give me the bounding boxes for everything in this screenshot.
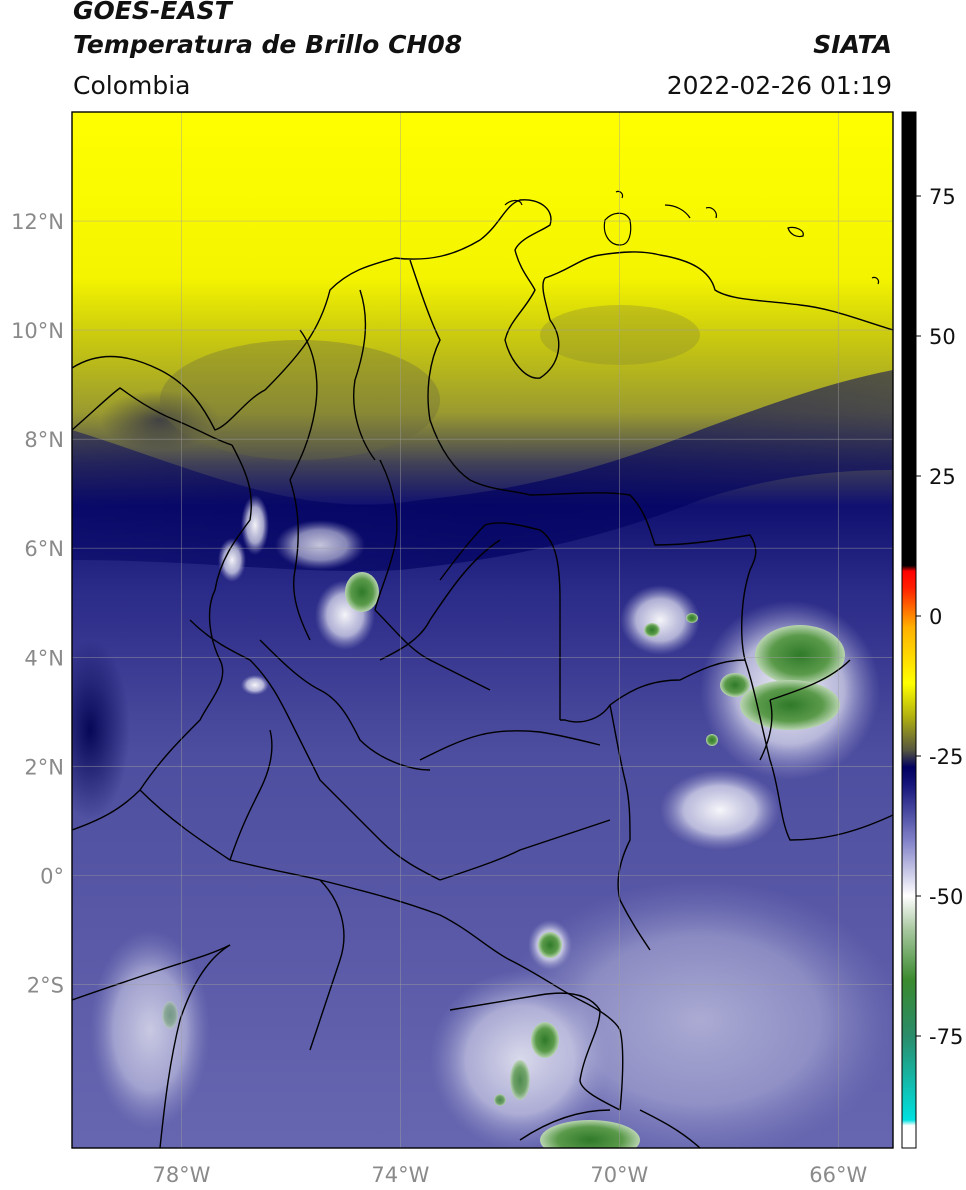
- satellite-title: GOES-EAST: [73, 0, 232, 25]
- timestamp-label: 2022-02-26 01:19: [666, 71, 892, 100]
- lat-tick-label: 6°N: [24, 537, 64, 561]
- map-frame: [71, 111, 894, 1149]
- map-graticule: [72, 112, 893, 1148]
- region-label: Colombia: [73, 71, 191, 100]
- lat-tick-label: 12°N: [11, 210, 64, 234]
- colorbar-tick-label: 50: [929, 325, 956, 349]
- lat-tick-label: 2°N: [24, 755, 64, 779]
- longitude-ticks: 78°W 74°W 70°W 66°W: [152, 1163, 867, 1187]
- lon-tick-label: 66°W: [809, 1163, 867, 1187]
- lat-tick-label: 8°N: [24, 428, 64, 452]
- colorbar-tick-label: 0: [929, 605, 942, 629]
- product-title: Temperatura de Brillo CH08: [73, 30, 463, 59]
- latitude-ticks: 12°N 10°N 8°N 6°N 4°N 2°N 0° 2°S: [11, 210, 64, 997]
- brightness-temperature-field: [72, 112, 893, 1148]
- colorbar-tick-label: -25: [929, 745, 963, 769]
- colorbar-tick-label: -50: [929, 885, 963, 909]
- lon-tick-label: 74°W: [371, 1163, 429, 1187]
- lat-tick-label: 2°S: [27, 973, 64, 997]
- lat-tick-label: 4°N: [24, 646, 64, 670]
- lat-tick-label: 0°: [40, 864, 64, 888]
- lon-tick-label: 70°W: [590, 1163, 648, 1187]
- colorbar-tick-label: -75: [929, 1025, 963, 1049]
- colorbar-tick-label: 25: [929, 465, 956, 489]
- colorbar-ticks: 75 50 25 0 -25 -50 -75: [916, 185, 963, 1049]
- lat-tick-label: 10°N: [11, 319, 64, 343]
- institution-label: SIATA: [813, 30, 892, 59]
- colorbar-tick-label: 75: [929, 185, 956, 209]
- lon-tick-label: 78°W: [152, 1163, 210, 1187]
- colorbar: 75 50 25 0 -25 -50 -75: [901, 111, 963, 1149]
